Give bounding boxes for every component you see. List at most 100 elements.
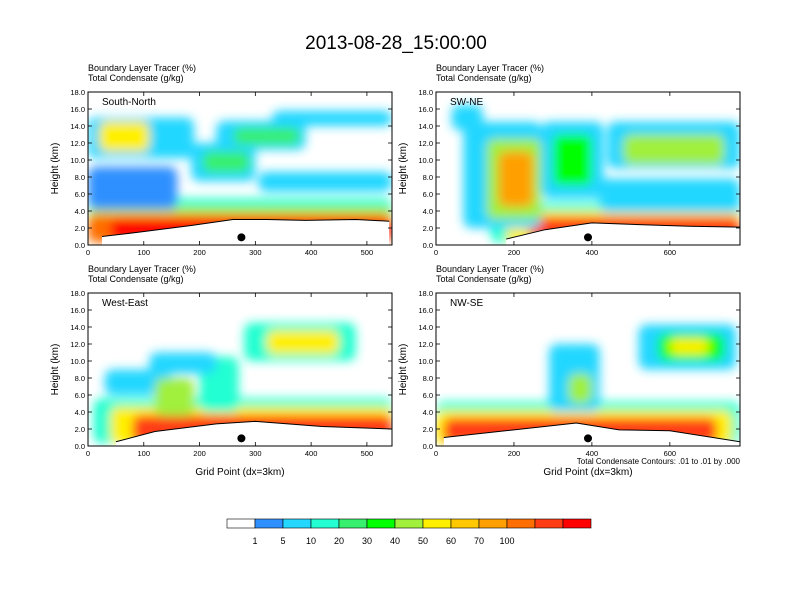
panel-nw-se: Boundary Layer Tracer (%)Total Condensat…	[398, 264, 741, 478]
y-tick-label: 10.0	[418, 357, 433, 366]
colorbar-label: 60	[446, 536, 456, 546]
y-tick-label: 8.0	[75, 173, 85, 182]
y-tick-label: 4.0	[423, 207, 433, 216]
location-marker	[584, 434, 592, 443]
field-region	[451, 104, 483, 131]
field-region	[233, 127, 300, 145]
y-tick-label: 12.0	[70, 139, 85, 148]
panel-label: NW-SE	[450, 298, 483, 309]
colorbar-swatch	[366, 518, 396, 529]
x-tick-label: 200	[193, 248, 206, 257]
y-tick-label: 6.0	[423, 190, 433, 199]
x-tick-label: 400	[305, 248, 318, 257]
field-region	[154, 378, 194, 417]
colorbar-label: 20	[334, 536, 344, 546]
y-tick-label: 14.0	[70, 122, 85, 131]
colorbar-label: 100	[499, 536, 514, 546]
y-tick-label: 12.0	[418, 340, 433, 349]
panel-west-east: Boundary Layer Tracer (%)Total Condensat…	[50, 264, 393, 478]
y-tick-label: 4.0	[423, 408, 433, 417]
x-tick-label: 0	[86, 449, 90, 458]
y-tick-label: 0.0	[75, 442, 85, 451]
colorbar-swatch	[506, 518, 536, 529]
x-tick-label: 600	[664, 449, 677, 458]
y-tick-label: 18.0	[70, 289, 85, 298]
y-tick-label: 18.0	[418, 88, 433, 97]
x-axis-label: Grid Point (dx=3km)	[195, 467, 284, 478]
y-tick-label: 2.0	[423, 224, 433, 233]
field-region	[266, 330, 340, 355]
field-region	[568, 373, 592, 404]
colorbar-label: 40	[390, 536, 400, 546]
colorbar-swatch	[254, 518, 284, 529]
colorbar-label: 70	[474, 536, 484, 546]
colorbar-swatch	[422, 518, 452, 529]
y-tick-label: 12.0	[418, 139, 433, 148]
colorbar-label: 50	[418, 536, 428, 546]
x-tick-label: 200	[193, 449, 206, 458]
field-region	[669, 338, 709, 355]
x-tick-label: 600	[664, 248, 677, 257]
colorbar-swatch	[394, 518, 424, 529]
contour-footnote: Total Condensate Contours: .01 to .01 by…	[577, 457, 741, 466]
y-tick-label: 6.0	[423, 391, 433, 400]
y-axis-label: Height (km)	[50, 143, 61, 195]
x-tick-label: 100	[138, 449, 151, 458]
plot-frame	[87, 91, 393, 246]
colorbar-swatch	[310, 518, 340, 529]
field-region	[88, 166, 178, 210]
y-tick-label: 14.0	[418, 122, 433, 131]
panel-label: SW-NE	[450, 97, 483, 108]
colorbar-swatch	[282, 518, 312, 529]
x-tick-label: 0	[434, 248, 438, 257]
y-tick-label: 14.0	[70, 323, 85, 332]
panel-title-line: Total Condensate (g/kg)	[436, 274, 532, 284]
y-tick-label: 18.0	[70, 88, 85, 97]
field-region	[552, 134, 592, 186]
panel-title-line: Total Condensate (g/kg)	[88, 274, 184, 284]
plot-frame	[87, 292, 393, 447]
y-tick-label: 16.0	[70, 105, 85, 114]
y-tick-label: 2.0	[423, 425, 433, 434]
x-tick-label: 100	[138, 248, 151, 257]
y-tick-label: 6.0	[75, 190, 85, 199]
y-tick-label: 2.0	[75, 425, 85, 434]
y-tick-label: 16.0	[418, 105, 433, 114]
terrain-line	[443, 422, 740, 443]
field-region	[99, 121, 150, 152]
x-tick-label: 500	[361, 248, 374, 257]
x-tick-label: 300	[249, 449, 262, 458]
location-marker	[237, 233, 246, 242]
colorbar-label: 5	[280, 536, 285, 546]
terrain-line	[506, 222, 740, 240]
panel-label: West-East	[102, 298, 148, 309]
terrain-line	[101, 218, 390, 237]
plot-frame	[435, 91, 741, 246]
plot-frame	[435, 292, 741, 447]
y-axis-label: Height (km)	[398, 143, 409, 195]
field-region	[599, 178, 740, 213]
colorbar-label: 10	[306, 536, 316, 546]
y-tick-label: 0.0	[75, 241, 85, 250]
x-tick-label: 400	[305, 449, 318, 458]
y-tick-label: 0.0	[423, 442, 433, 451]
panel-title-line: Total Condensate (g/kg)	[436, 73, 532, 83]
x-tick-label: 400	[586, 449, 599, 458]
panel-title-line: Total Condensate (g/kg)	[88, 73, 184, 83]
terrain-fill	[443, 423, 740, 446]
colorbar-label: 30	[362, 536, 372, 546]
y-tick-label: 10.0	[70, 156, 85, 165]
y-tick-label: 12.0	[70, 340, 85, 349]
figure-title: 2013-08-28_15:00:00	[305, 33, 487, 54]
y-tick-label: 10.0	[70, 357, 85, 366]
x-tick-label: 200	[508, 449, 521, 458]
field-region	[623, 134, 725, 165]
colorbar-label: 1	[252, 536, 257, 546]
x-tick-label: 500	[361, 449, 374, 458]
y-tick-label: 0.0	[423, 241, 433, 250]
y-tick-label: 16.0	[70, 306, 85, 315]
y-tick-label: 4.0	[75, 207, 85, 216]
panel-title-line: Boundary Layer Tracer (%)	[88, 264, 196, 274]
terrain-fill	[115, 421, 392, 446]
